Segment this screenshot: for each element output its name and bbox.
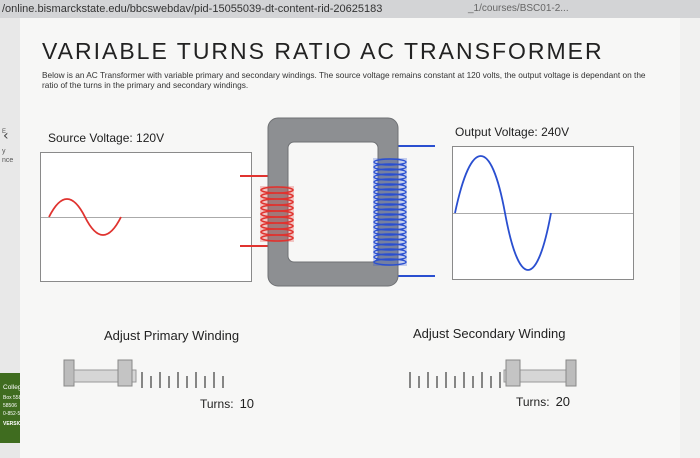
primary-turns-label: Turns: [200,397,234,411]
output-voltage-label: Output Voltage: 240V [455,125,570,139]
page-description: Below is an AC Transformer with variable… [42,70,646,90]
primary-slider-ticks [141,372,224,388]
page-title: VARIABLE TURNS RATIO AC TRANSFORMER [42,38,604,64]
output-sine-wave [454,155,552,271]
college-line-1: Box 5587 [3,395,25,401]
output-oscilloscope [452,146,634,280]
url-tail: _1/courses/BSC01-2... [468,3,569,14]
primary-winding-label: Adjust Primary Winding [104,328,240,343]
chevron-left-icon[interactable]: ‹ [3,128,9,144]
secondary-winding-slider[interactable] [404,352,584,392]
secondary-slider-end-cap [565,359,577,387]
college-line-4: VERSION [3,421,26,427]
sidebar-fragment-3: nce [2,157,14,164]
transformer-diagram [240,117,435,287]
url-text: /online.bismarckstate.edu/bbcswebdav/pid… [2,3,383,15]
browser-address-bar[interactable]: /online.bismarckstate.edu/bbcswebdav/pid… [0,0,700,18]
source-oscilloscope [40,152,252,282]
transformer-core-window [287,141,379,263]
secondary-slider-ticks [409,372,501,388]
secondary-winding-label: Adjust Secondary Winding [413,326,566,341]
primary-turns-readout: Turns: 10 [200,396,254,411]
sidebar-fragment-1: E [2,129,7,135]
secondary-coil-body [373,158,407,266]
source-scope-axis [41,217,251,218]
primary-winding-slider[interactable] [62,352,242,392]
secondary-turns-label: Turns: [516,395,550,409]
college-line-2: 58506 [3,403,17,409]
primary-turns-value: 10 [239,396,255,411]
source-voltage-label: Source Voltage: 120V [48,131,165,145]
primary-coil-body [260,186,294,242]
college-line-3: 0-852-5685 [3,411,29,417]
source-sine-path [48,198,122,236]
college-label: College [3,384,26,391]
sidebar-fragment-2: y [2,148,6,155]
secondary-coil [373,158,407,266]
output-sine-path [454,155,552,271]
secondary-turns-readout: Turns: 20 [516,394,570,409]
source-sine-wave [48,198,122,236]
left-sidebar: ‹ E y nce [0,18,20,458]
secondary-slider-thumb[interactable] [505,359,521,387]
primary-slider-end-cap [63,359,75,387]
output-scope-axis [453,213,633,214]
secondary-turns-value: 20 [555,394,571,409]
primary-slider-thumb[interactable] [117,359,133,387]
primary-coil [260,186,294,242]
